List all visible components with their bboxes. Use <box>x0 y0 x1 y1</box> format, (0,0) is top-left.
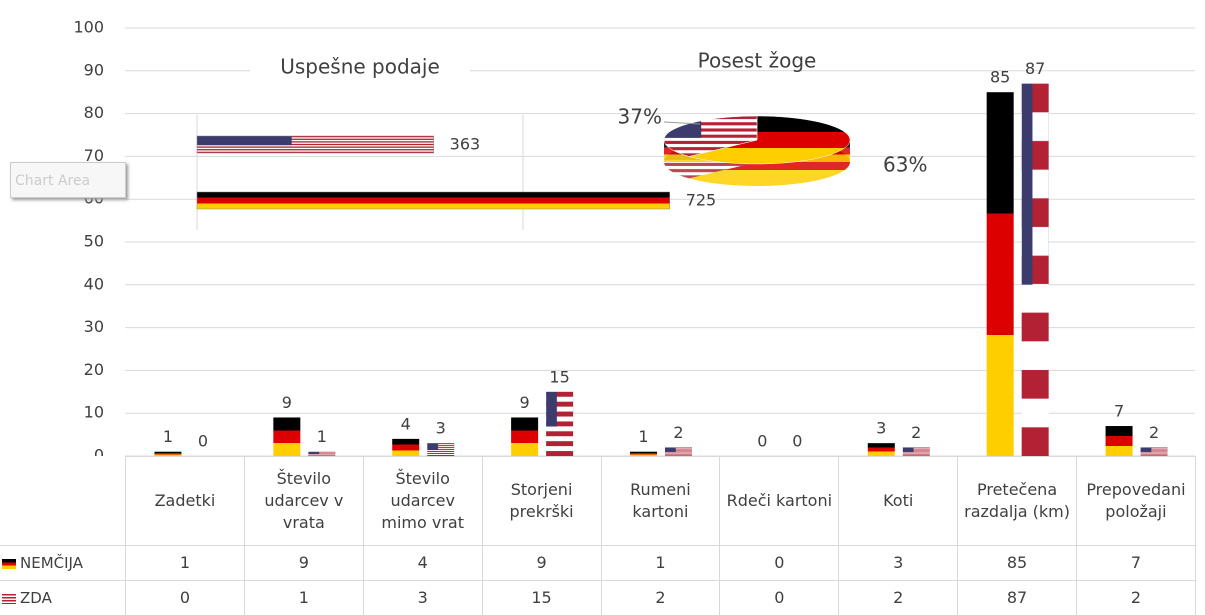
bar <box>273 417 301 456</box>
data-label: 1 <box>638 427 648 446</box>
table-row: ZDA 0 1 3 15 2 0 2 87 2 <box>0 580 1196 615</box>
y-tick-label: 80 <box>84 103 104 122</box>
data-label: 63% <box>883 153 927 177</box>
y-tick-label: 90 <box>84 60 104 79</box>
legend-text: NEMČIJA <box>20 554 83 572</box>
table-value: 3 <box>362 580 483 615</box>
data-label: 2 <box>1149 423 1159 442</box>
table-value: 87 <box>957 580 1077 615</box>
category-label: Pretečena razdalja (km) <box>957 456 1077 546</box>
table-value: 0 <box>719 580 840 615</box>
data-label: 9 <box>282 393 292 412</box>
title-background <box>250 50 470 86</box>
inset-title: Posest žoge <box>698 49 817 73</box>
legend-swatch <box>2 594 16 604</box>
data-label: 87 <box>1025 59 1045 78</box>
leader-line <box>663 121 701 125</box>
data-label: 85 <box>990 68 1010 87</box>
bar <box>546 391 574 456</box>
bar <box>1140 447 1168 456</box>
pie-slice <box>689 115 851 165</box>
bar <box>630 451 657 456</box>
data-label: 3 <box>436 419 446 438</box>
data-label: 9 <box>520 393 530 412</box>
legend-swatch <box>2 559 16 569</box>
y-tick-label: 70 <box>84 146 104 165</box>
category-label: Rdeči kartoni <box>719 456 840 546</box>
legend-entry: NEMČIJA <box>0 545 126 581</box>
bar <box>986 92 1014 456</box>
data-label: 0 <box>757 432 767 451</box>
table-value: 4 <box>362 545 483 581</box>
table-value: 9 <box>481 545 602 581</box>
table-value: 2 <box>1076 580 1196 615</box>
data-label: 15 <box>549 367 569 386</box>
data-label: 1 <box>317 427 327 446</box>
y-tick-label: 10 <box>84 403 104 422</box>
category-label: Prepovedani položaji <box>1076 456 1196 546</box>
data-label: 4 <box>401 414 411 433</box>
tooltip: Chart Area <box>10 162 126 198</box>
bar <box>427 443 455 456</box>
y-tick-label: 100 <box>73 18 104 37</box>
table-value: 85 <box>957 545 1077 581</box>
data-label: 2 <box>911 423 921 442</box>
data-label: 2 <box>673 423 683 442</box>
table-value: 0 <box>719 545 840 581</box>
category-label: Število udarcev v vrata <box>243 456 364 546</box>
data-label: 3 <box>876 419 886 438</box>
y-tick-label: 30 <box>84 317 104 336</box>
bar <box>392 438 420 456</box>
data-label: 0 <box>792 432 802 451</box>
bar <box>1105 426 1133 456</box>
y-tick-label: 50 <box>84 232 104 251</box>
table-value: 1 <box>600 545 721 581</box>
category-label: Število udarcev mimo vrat <box>362 456 483 546</box>
bar <box>196 135 434 154</box>
bar <box>308 451 336 456</box>
data-label: 363 <box>450 135 481 154</box>
table-row: NEMČIJA 1 9 4 9 1 0 3 85 7 <box>0 545 1196 581</box>
data-table: Zadetki Število udarcev v vrata Število ud… <box>0 456 1196 615</box>
bar <box>511 417 539 456</box>
table-value: 3 <box>838 545 959 581</box>
data-label: 37% <box>618 105 662 129</box>
inset-title: Uspešne podaje <box>280 55 440 79</box>
table-value: 1 <box>125 545 245 581</box>
category-label: Koti <box>838 456 959 546</box>
bar <box>196 191 670 210</box>
data-label: 725 <box>686 191 717 210</box>
legend-entry: ZDA <box>0 580 126 615</box>
category-label: Zadetki <box>125 456 245 546</box>
y-tick-label: 40 <box>84 274 104 293</box>
table-value: 2 <box>838 580 959 615</box>
table-value: 9 <box>243 545 364 581</box>
pie-slice <box>663 115 758 157</box>
bar <box>154 451 182 456</box>
bar <box>665 447 692 456</box>
bar <box>902 447 930 456</box>
table-value: 15 <box>481 580 602 615</box>
table-value: 0 <box>125 580 245 615</box>
data-label: 1 <box>163 427 173 446</box>
category-label: Storjeni prekrški <box>481 456 602 546</box>
table-value: 2 <box>600 580 721 615</box>
table-value: 7 <box>1076 545 1196 581</box>
data-label: 0 <box>198 432 208 451</box>
y-tick-label: 0 <box>94 446 104 457</box>
legend-text: ZDA <box>20 589 52 607</box>
data-label: 7 <box>1114 402 1124 421</box>
bar <box>867 443 895 456</box>
bar <box>1021 83 1049 456</box>
table-value: 1 <box>243 580 364 615</box>
y-tick-label: 20 <box>84 360 104 379</box>
category-label: Rumeni kartoni <box>600 456 721 546</box>
